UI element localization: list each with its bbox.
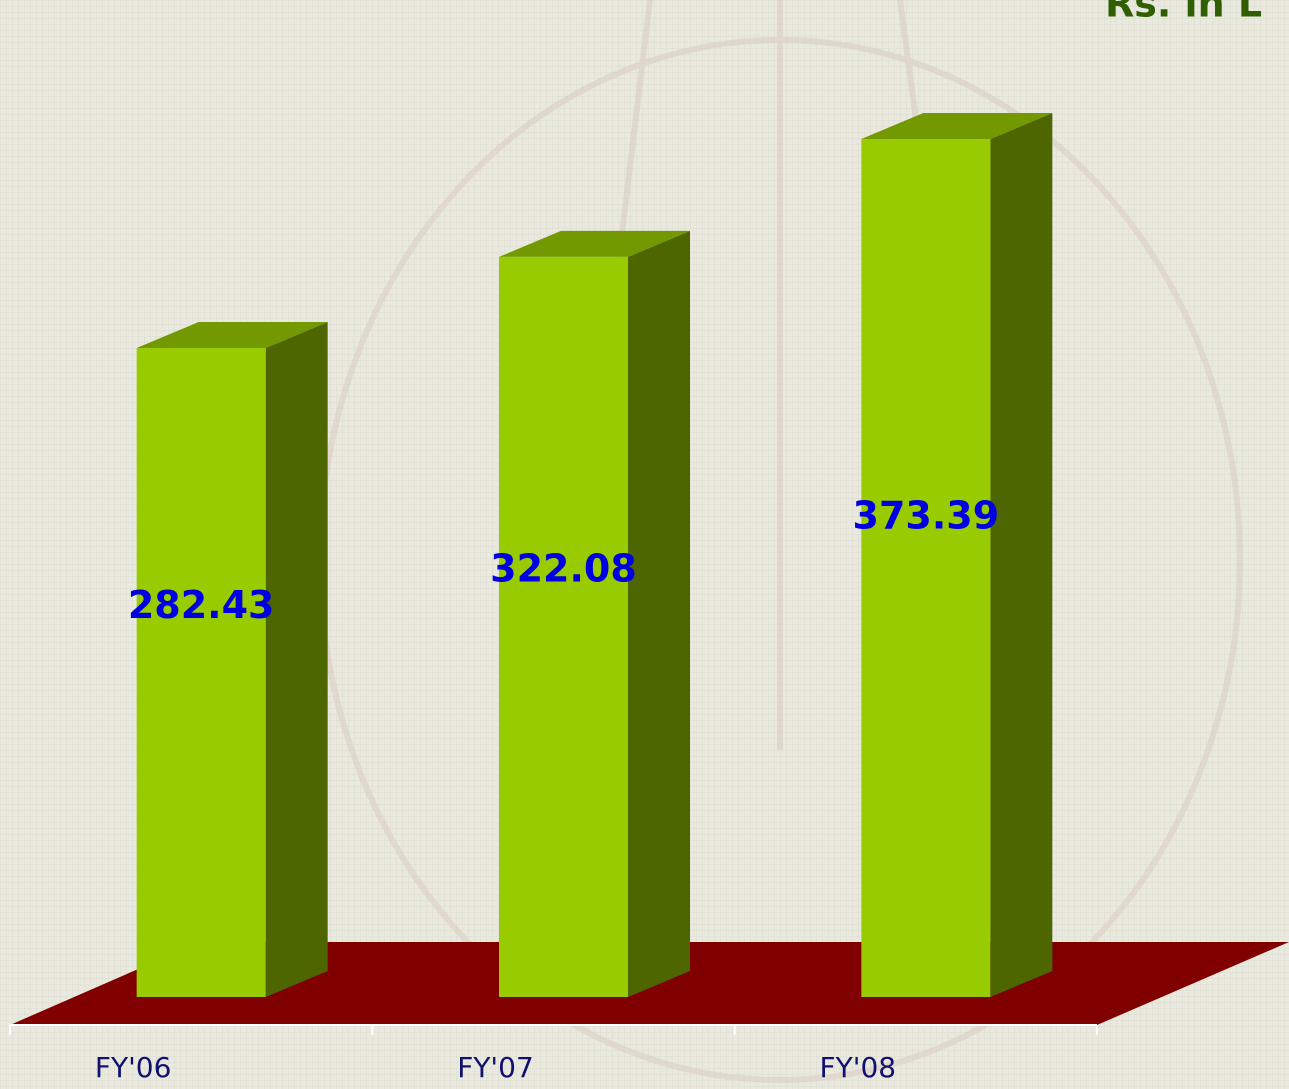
- bar-top: [136, 322, 328, 349]
- bar-side: [628, 230, 690, 998]
- value-label: 373.39: [853, 494, 1000, 538]
- bar-side: [990, 113, 1053, 997]
- bar-top: [499, 230, 690, 257]
- bar-side: [265, 322, 328, 997]
- bar: [499, 256, 628, 998]
- value-label: 322.08: [490, 546, 637, 590]
- bar-top: [861, 113, 1053, 139]
- unit-title: Rs. in L: [1105, 0, 1262, 26]
- bar: [136, 348, 266, 997]
- bar: [861, 139, 991, 997]
- plot: 282.43 FY'06 322.08 FY'07 373.39 FY'08: [9, 113, 1289, 1084]
- x-tick-label: FY'06: [95, 1051, 172, 1084]
- value-label: 282.43: [128, 583, 275, 627]
- x-tick-label: FY'08: [820, 1051, 897, 1084]
- x-tick-label: FY'07: [457, 1051, 534, 1084]
